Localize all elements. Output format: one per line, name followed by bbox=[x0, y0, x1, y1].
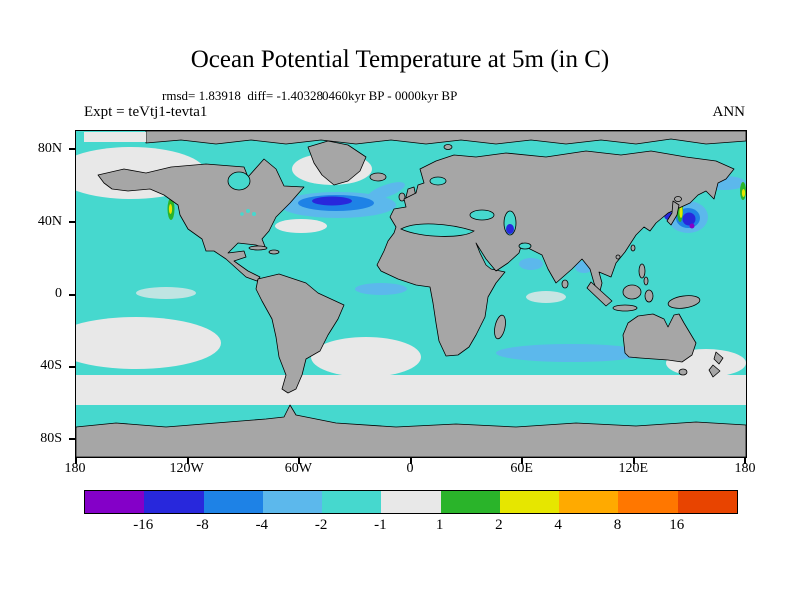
colorbar-tick-label: -1 bbox=[374, 517, 387, 533]
colorbar-segment bbox=[203, 491, 263, 513]
experiment-label: Expt = teVtj1-tevta1 bbox=[84, 104, 208, 120]
arctic-open-water bbox=[84, 132, 146, 142]
lat-tick-mark bbox=[69, 438, 75, 440]
colorbar-segment bbox=[677, 491, 737, 513]
world-map bbox=[76, 131, 746, 457]
colorbar-segment bbox=[559, 491, 619, 513]
ocean-anomaly-layer bbox=[76, 131, 746, 457]
colorbar-tick-label: -8 bbox=[196, 517, 209, 533]
colorbar-tick-label: 8 bbox=[613, 517, 622, 533]
colorbar-tick-label: -4 bbox=[255, 517, 269, 533]
colorbar-tick-label: 2 bbox=[495, 517, 503, 533]
lat-tick-mark bbox=[69, 221, 75, 223]
lon-tick-label: 180 bbox=[64, 461, 86, 476]
lon-tick-mark bbox=[187, 458, 189, 464]
lat-tick-mark bbox=[69, 148, 75, 150]
colorbar-segment bbox=[322, 491, 382, 513]
lat-tick-label: 0 bbox=[55, 286, 62, 301]
lon-tick-label: 60W bbox=[284, 461, 312, 476]
lon-tick-label: 0 bbox=[406, 461, 414, 476]
lat-tick-mark bbox=[69, 294, 75, 296]
lat-tick-label: 80N bbox=[37, 141, 62, 157]
colorbar-segment bbox=[381, 491, 441, 513]
lon-tick-label: 60E bbox=[510, 461, 533, 476]
lat-tick-label: 80S bbox=[40, 430, 62, 446]
colorbar-tick-label: 16 bbox=[669, 517, 685, 533]
season-label: ANN bbox=[712, 104, 746, 120]
page-title: Ocean Potential Temperature at 5m (in C) bbox=[190, 46, 610, 73]
land-layer bbox=[76, 131, 746, 457]
lon-tick-label: 120E bbox=[618, 461, 649, 476]
colorbar-segment bbox=[618, 491, 678, 513]
comparison-period: 0460kyr BP - 0000kyr BP bbox=[322, 88, 458, 103]
lon-tick-mark bbox=[744, 458, 746, 464]
map-plot-area bbox=[75, 130, 747, 458]
lon-tick-mark bbox=[410, 458, 412, 464]
inland-seas-layer bbox=[227, 171, 532, 250]
colorbar-segment bbox=[144, 491, 204, 513]
lon-tick-label: 180 bbox=[734, 461, 756, 476]
colorbar-segment bbox=[262, 491, 323, 513]
lon-tick-mark bbox=[633, 458, 635, 464]
colorbar-tick-label: -2 bbox=[314, 517, 328, 533]
lat-tick-label: 40N bbox=[37, 213, 62, 229]
colorbar-tick-label: 1 bbox=[435, 517, 444, 533]
colorbar-segment bbox=[499, 491, 560, 513]
colorbar-tick-label: -16 bbox=[133, 517, 154, 533]
colorbar-segment bbox=[85, 491, 145, 513]
colorbar bbox=[84, 490, 738, 514]
lon-tick-mark bbox=[75, 458, 77, 464]
latitude-axis: 80N 40N 0 40S 80S bbox=[26, 131, 70, 457]
lon-tick-mark bbox=[521, 458, 523, 464]
longitude-axis: 180 120W 60W 0 60E 120E 180 bbox=[65, 461, 756, 481]
lon-tick-mark bbox=[298, 458, 300, 464]
colorbar-labels: -16 -8 -4 -2 -1 1 2 4 8 16 bbox=[84, 517, 736, 537]
colorbar-tick-label: 4 bbox=[554, 517, 562, 533]
colorbar-segment bbox=[440, 491, 500, 513]
caspian-cold-spot bbox=[506, 224, 514, 234]
rmsd-diff-stats: rmsd= 1.83918 diff= -1.40328 bbox=[162, 88, 324, 103]
lon-tick-label: 120W bbox=[169, 461, 204, 476]
lat-tick-label: 40S bbox=[40, 358, 62, 374]
lat-tick-mark bbox=[69, 366, 75, 368]
